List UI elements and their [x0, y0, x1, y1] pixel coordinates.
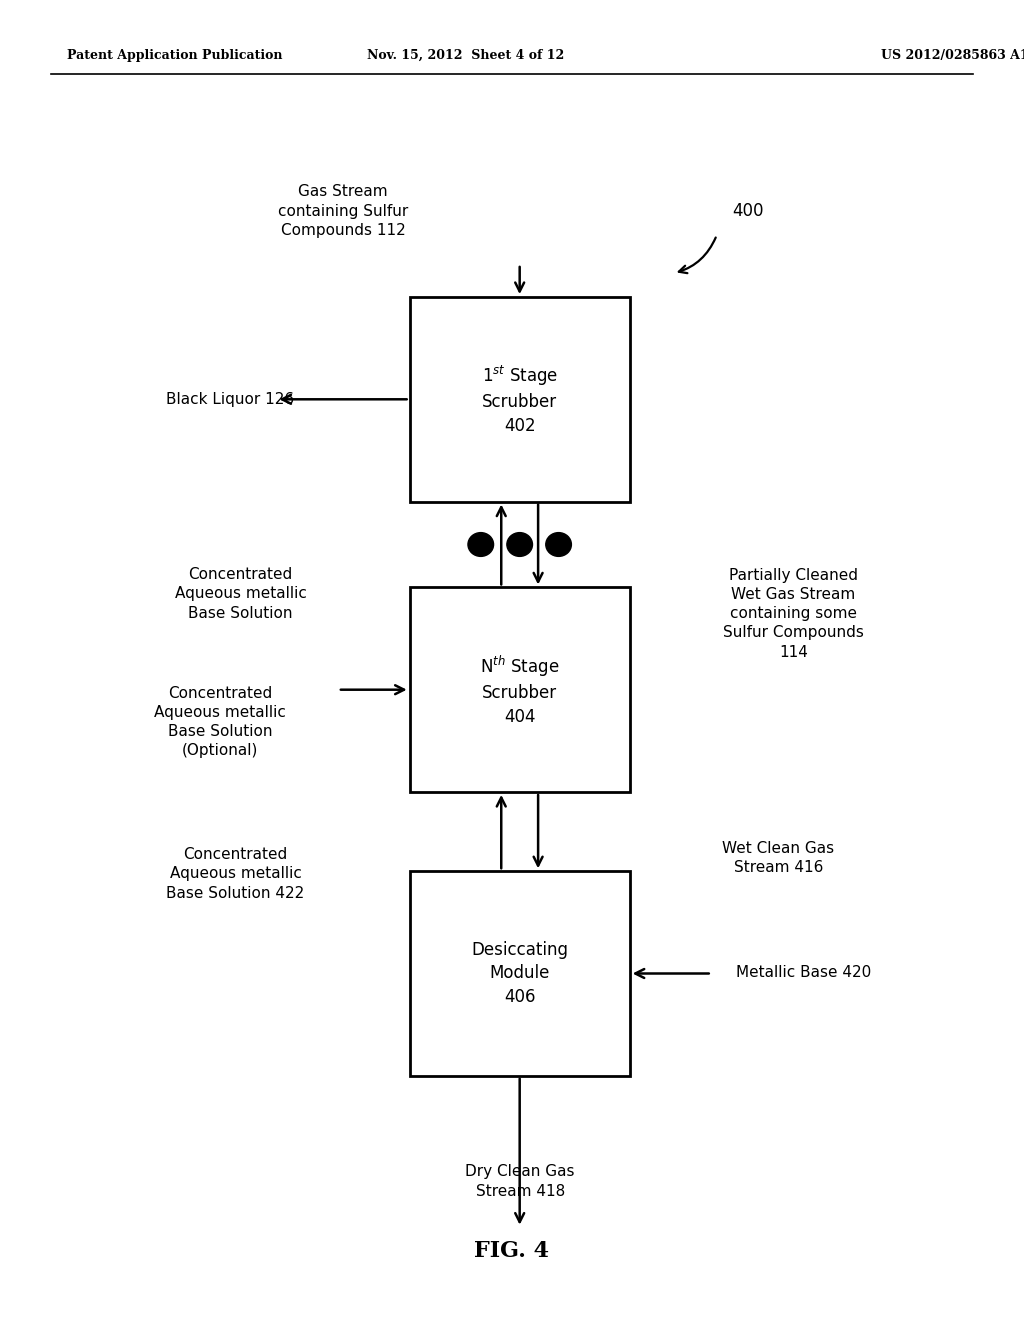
Ellipse shape: [468, 532, 494, 557]
Text: Partially Cleaned
Wet Gas Stream
containing some
Sulfur Compounds
114: Partially Cleaned Wet Gas Stream contain…: [723, 568, 864, 660]
Ellipse shape: [546, 532, 571, 557]
Bar: [410, 871, 630, 1076]
Text: Nov. 15, 2012  Sheet 4 of 12: Nov. 15, 2012 Sheet 4 of 12: [368, 49, 564, 62]
Text: Black Liquor 126: Black Liquor 126: [166, 392, 295, 408]
Text: Desiccating
Module
406: Desiccating Module 406: [471, 941, 568, 1006]
Text: US 2012/0285863 A1: US 2012/0285863 A1: [881, 49, 1024, 62]
Text: Concentrated
Aqueous metallic
Base Solution: Concentrated Aqueous metallic Base Solut…: [175, 568, 306, 620]
Text: Wet Clean Gas
Stream 416: Wet Clean Gas Stream 416: [722, 841, 835, 875]
Text: Patent Application Publication: Patent Application Publication: [67, 49, 282, 62]
Text: Concentrated
Aqueous metallic
Base Solution 422: Concentrated Aqueous metallic Base Solut…: [166, 847, 305, 900]
Ellipse shape: [507, 532, 532, 557]
Text: N$^{th}$ Stage
Scrubber
404: N$^{th}$ Stage Scrubber 404: [480, 653, 559, 726]
Text: 400: 400: [732, 202, 763, 220]
FancyArrowPatch shape: [679, 238, 716, 273]
Bar: [410, 587, 630, 792]
Text: Dry Clean Gas
Stream 418: Dry Clean Gas Stream 418: [466, 1164, 574, 1199]
Text: Metallic Base 420: Metallic Base 420: [736, 965, 871, 981]
Text: Concentrated
Aqueous metallic
Base Solution
(Optional): Concentrated Aqueous metallic Base Solut…: [155, 686, 286, 758]
Text: Gas Stream
containing Sulfur
Compounds 112: Gas Stream containing Sulfur Compounds 1…: [278, 185, 409, 238]
Bar: [410, 297, 630, 502]
Text: 1$^{st}$ Stage
Scrubber
402: 1$^{st}$ Stage Scrubber 402: [481, 363, 558, 436]
Text: FIG. 4: FIG. 4: [474, 1241, 550, 1262]
